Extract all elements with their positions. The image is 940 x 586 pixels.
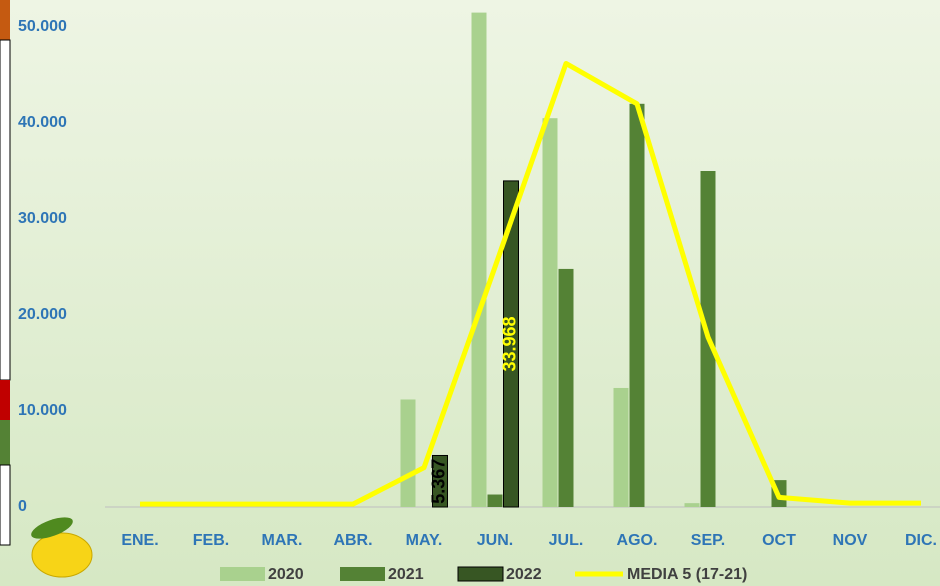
y-tick-label: 20.000 — [18, 306, 67, 323]
x-tick-label: MAY. — [406, 532, 443, 549]
bar — [432, 454, 448, 508]
x-tick-label: OCT — [762, 532, 796, 549]
x-tick-label: DIC. — [905, 532, 937, 549]
legend-label: MEDIA 5 (17-21) — [627, 566, 747, 583]
bar — [471, 12, 487, 507]
bar — [542, 118, 558, 507]
y-tick-label: 50.000 — [18, 18, 67, 35]
line — [140, 60, 921, 507]
bar — [400, 399, 416, 507]
bar — [487, 494, 503, 507]
data-label: 5.367 — [429, 459, 449, 504]
x-tick-label: ABR. — [333, 532, 372, 549]
legend-label: 2020 — [268, 566, 304, 583]
x-tick-label: AGO. — [617, 532, 658, 549]
bar — [629, 103, 645, 508]
left-strip — [0, 0, 11, 546]
bar — [503, 180, 519, 508]
x-tick-label: ENE. — [121, 532, 158, 549]
legend-swatch — [220, 567, 265, 581]
bar — [558, 268, 574, 507]
legend-label: 2022 — [506, 566, 542, 583]
bar — [613, 387, 629, 507]
x-tick-label: NOV — [833, 532, 868, 549]
y-tick-label: 40.000 — [18, 114, 67, 131]
lemon-icon — [31, 517, 93, 578]
data-label: 33.968 — [500, 316, 520, 371]
x-tick-label: SEP. — [691, 532, 725, 549]
x-tick-label: FEB. — [193, 532, 229, 549]
legend-swatch — [340, 567, 385, 581]
y-tick-label: 30.000 — [18, 210, 67, 227]
legend-label: 2021 — [388, 566, 424, 583]
x-tick-label: JUL. — [549, 532, 584, 549]
bar — [684, 503, 700, 507]
x-tick-label: MAR. — [262, 532, 303, 549]
y-tick-label: 10.000 — [18, 402, 67, 419]
legend-swatch — [457, 566, 504, 582]
x-tick-label: JUN. — [477, 532, 513, 549]
y-tick-label: 0 — [18, 498, 27, 515]
